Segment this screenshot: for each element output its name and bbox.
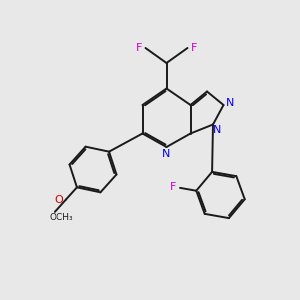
Text: O: O: [55, 195, 64, 205]
Text: N: N: [212, 125, 221, 135]
Text: F: F: [170, 182, 177, 192]
Text: F: F: [136, 43, 142, 53]
Text: N: N: [226, 98, 234, 108]
Text: N: N: [162, 148, 171, 159]
Text: F: F: [191, 43, 197, 53]
Text: OCH₃: OCH₃: [50, 213, 74, 222]
